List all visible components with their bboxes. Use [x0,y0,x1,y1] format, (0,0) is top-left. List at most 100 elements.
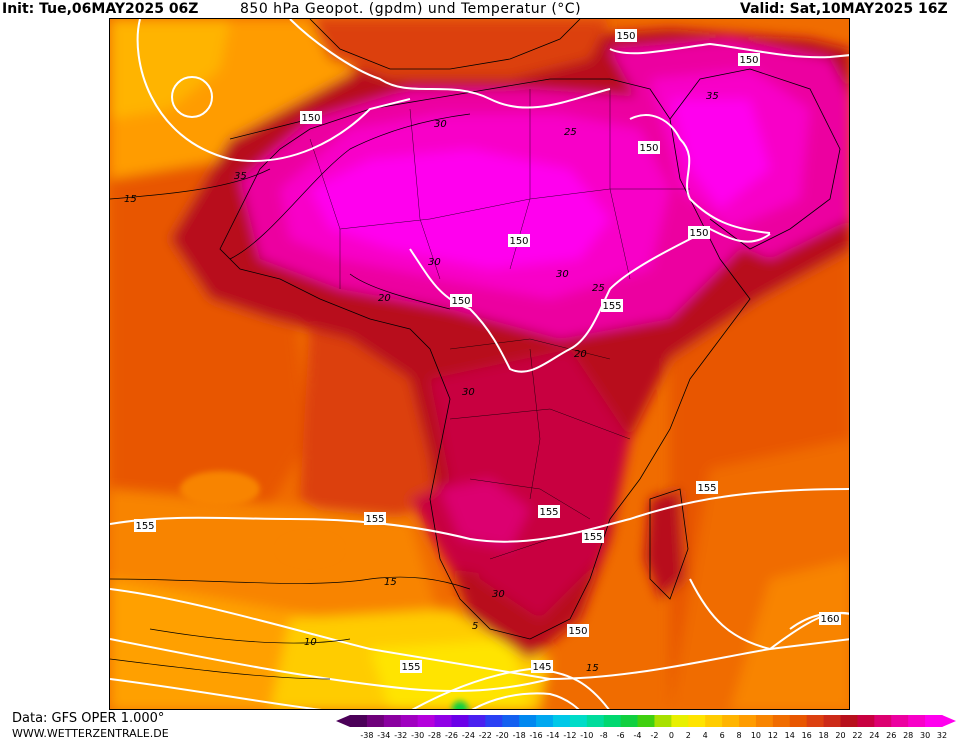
svg-text:155: 155 [697,483,716,494]
legend-swatch [908,715,926,727]
legend-swatch [417,715,436,727]
legend-tick-label: -8 [600,731,608,740]
legend-swatch [671,715,689,727]
geopotential-labels: 150 150 150 150 150 150 150 155 155 155 … [134,29,841,673]
temp-label-9: 25 [592,283,605,294]
legend-tick-label: 22 [852,731,862,740]
legend-swatch [586,715,605,727]
legend-scale: -38 -34 -32 -30 -28 -26 -24 -22 -20 -18 -16 -14 -12-… [336,715,956,740]
temp-label-11: 30 [462,387,475,398]
chart-title: 850 hPa Geopot. (gpdm) und Temperatur (°… [240,1,582,17]
legend-tick-label: 18 [819,731,829,740]
svg-text:150: 150 [616,31,635,42]
weather-map: 150 150 150 150 150 150 150 155 155 155 … [109,18,850,710]
legend-swatch [840,715,858,727]
geo-label-12: 155 [582,530,604,543]
geo-label-5: 150 [688,226,710,239]
legend-swatch [536,715,554,727]
svg-text:150: 150 [739,55,758,66]
website-link[interactable]: WWW.WETTERZENTRALE.DE [12,727,169,740]
legend-swatch [637,715,655,727]
temp-label-16: 30 [492,589,505,600]
geopotential-contours [110,19,849,709]
svg-text:150: 150 [689,228,708,239]
svg-text:155: 155 [401,662,420,673]
svg-text:150: 150 [639,143,658,154]
svg-text:155: 155 [539,507,558,518]
geo-label-17: 155 [400,660,422,673]
legend-swatch [451,715,469,727]
geo-label-1: 150 [300,111,322,124]
legend-tick-label: 4 [703,731,708,740]
geo-label-13: 155 [696,481,718,494]
geo-label-3: 150 [738,53,760,66]
temp-label-6: 20 [378,293,391,304]
data-source: Data: GFS OPER 1.000° [12,711,165,726]
legend-tick-label: -10 [580,731,593,740]
svg-text:145: 145 [532,662,551,673]
geo-label-7: 150 [450,294,472,307]
geo-label-15: 150 [567,624,589,637]
temperature-isotherms [110,113,471,680]
legend-swatch [772,715,791,727]
legend-swatch [366,715,385,727]
legend-swatch [755,715,774,727]
legend-tick-label: -30 [411,731,424,740]
legend-tick-label: -34 [377,731,390,740]
svg-text:155: 155 [583,532,602,543]
legend-tick-label: 32 [937,731,947,740]
legend-swatch [502,715,520,727]
legend-tick-label: -12 [563,731,576,740]
geo-label-11: 155 [538,505,560,518]
legend-swatch [620,715,639,727]
legend-swatch [350,715,368,727]
legend-swatch [823,715,842,727]
legend-tick-label: 0 [669,731,674,740]
legend-tick-label: 14 [785,731,795,740]
temperature-field [110,19,849,709]
legend-tick-label: 6 [720,731,725,740]
legend-swatch [485,715,503,727]
temp-label-14: 5 [472,621,478,632]
legend-tick-label: -20 [496,731,509,740]
legend-tick-label: -24 [462,731,475,740]
legend-tick-label: 16 [802,731,812,740]
legend-swatch [468,715,486,727]
temp-label-1: 15 [124,194,137,205]
geo-label-2: 150 [615,29,637,42]
geo-label-14: 160 [819,612,841,625]
svg-text:150: 150 [568,626,587,637]
temp-label-7: 30 [428,257,441,268]
legend-tick-label: 20 [835,731,845,740]
legend-swatch [569,715,588,727]
temp-label-5: 35 [706,91,719,102]
legend-swatch [603,715,622,727]
legend-tick-label: -32 [394,731,407,740]
legend-tick-label: -38 [360,731,373,740]
temp-label-13: 10 [304,637,317,648]
temperature-labels: 15 35 30 25 35 20 30 30 25 20 30 15 10 5… [124,91,719,674]
legend-tick-label: -28 [428,731,441,740]
temp-label-8: 30 [556,269,569,280]
legend-tick-label: -14 [546,731,559,740]
country-borders [309,89,690,560]
geo-label-6: 150 [508,234,530,247]
temp-label-15: 15 [586,663,599,674]
svg-text:150: 150 [301,113,320,124]
legend-swatch [806,715,825,727]
svg-text:155: 155 [602,301,621,312]
valid-time: Valid: Sat,10MAY2025 16Z [740,1,948,17]
legend-tick-label: 12 [768,731,778,740]
init-time: Init: Tue,06MAY2025 06Z [2,1,199,17]
temp-label-3: 30 [434,119,447,130]
legend-tick-label: 28 [903,731,913,740]
legend-tick-label: 2 [686,731,691,740]
svg-text:160: 160 [820,614,839,625]
legend-swatch [688,715,706,727]
legend-arrow-left [336,715,350,727]
legend-tick-label: 30 [920,731,930,740]
legend-tick-label: -16 [530,731,543,740]
legend-tick-label: -18 [513,731,526,740]
legend-tick-label: 24 [869,731,879,740]
geo-label-4: 150 [638,141,660,154]
